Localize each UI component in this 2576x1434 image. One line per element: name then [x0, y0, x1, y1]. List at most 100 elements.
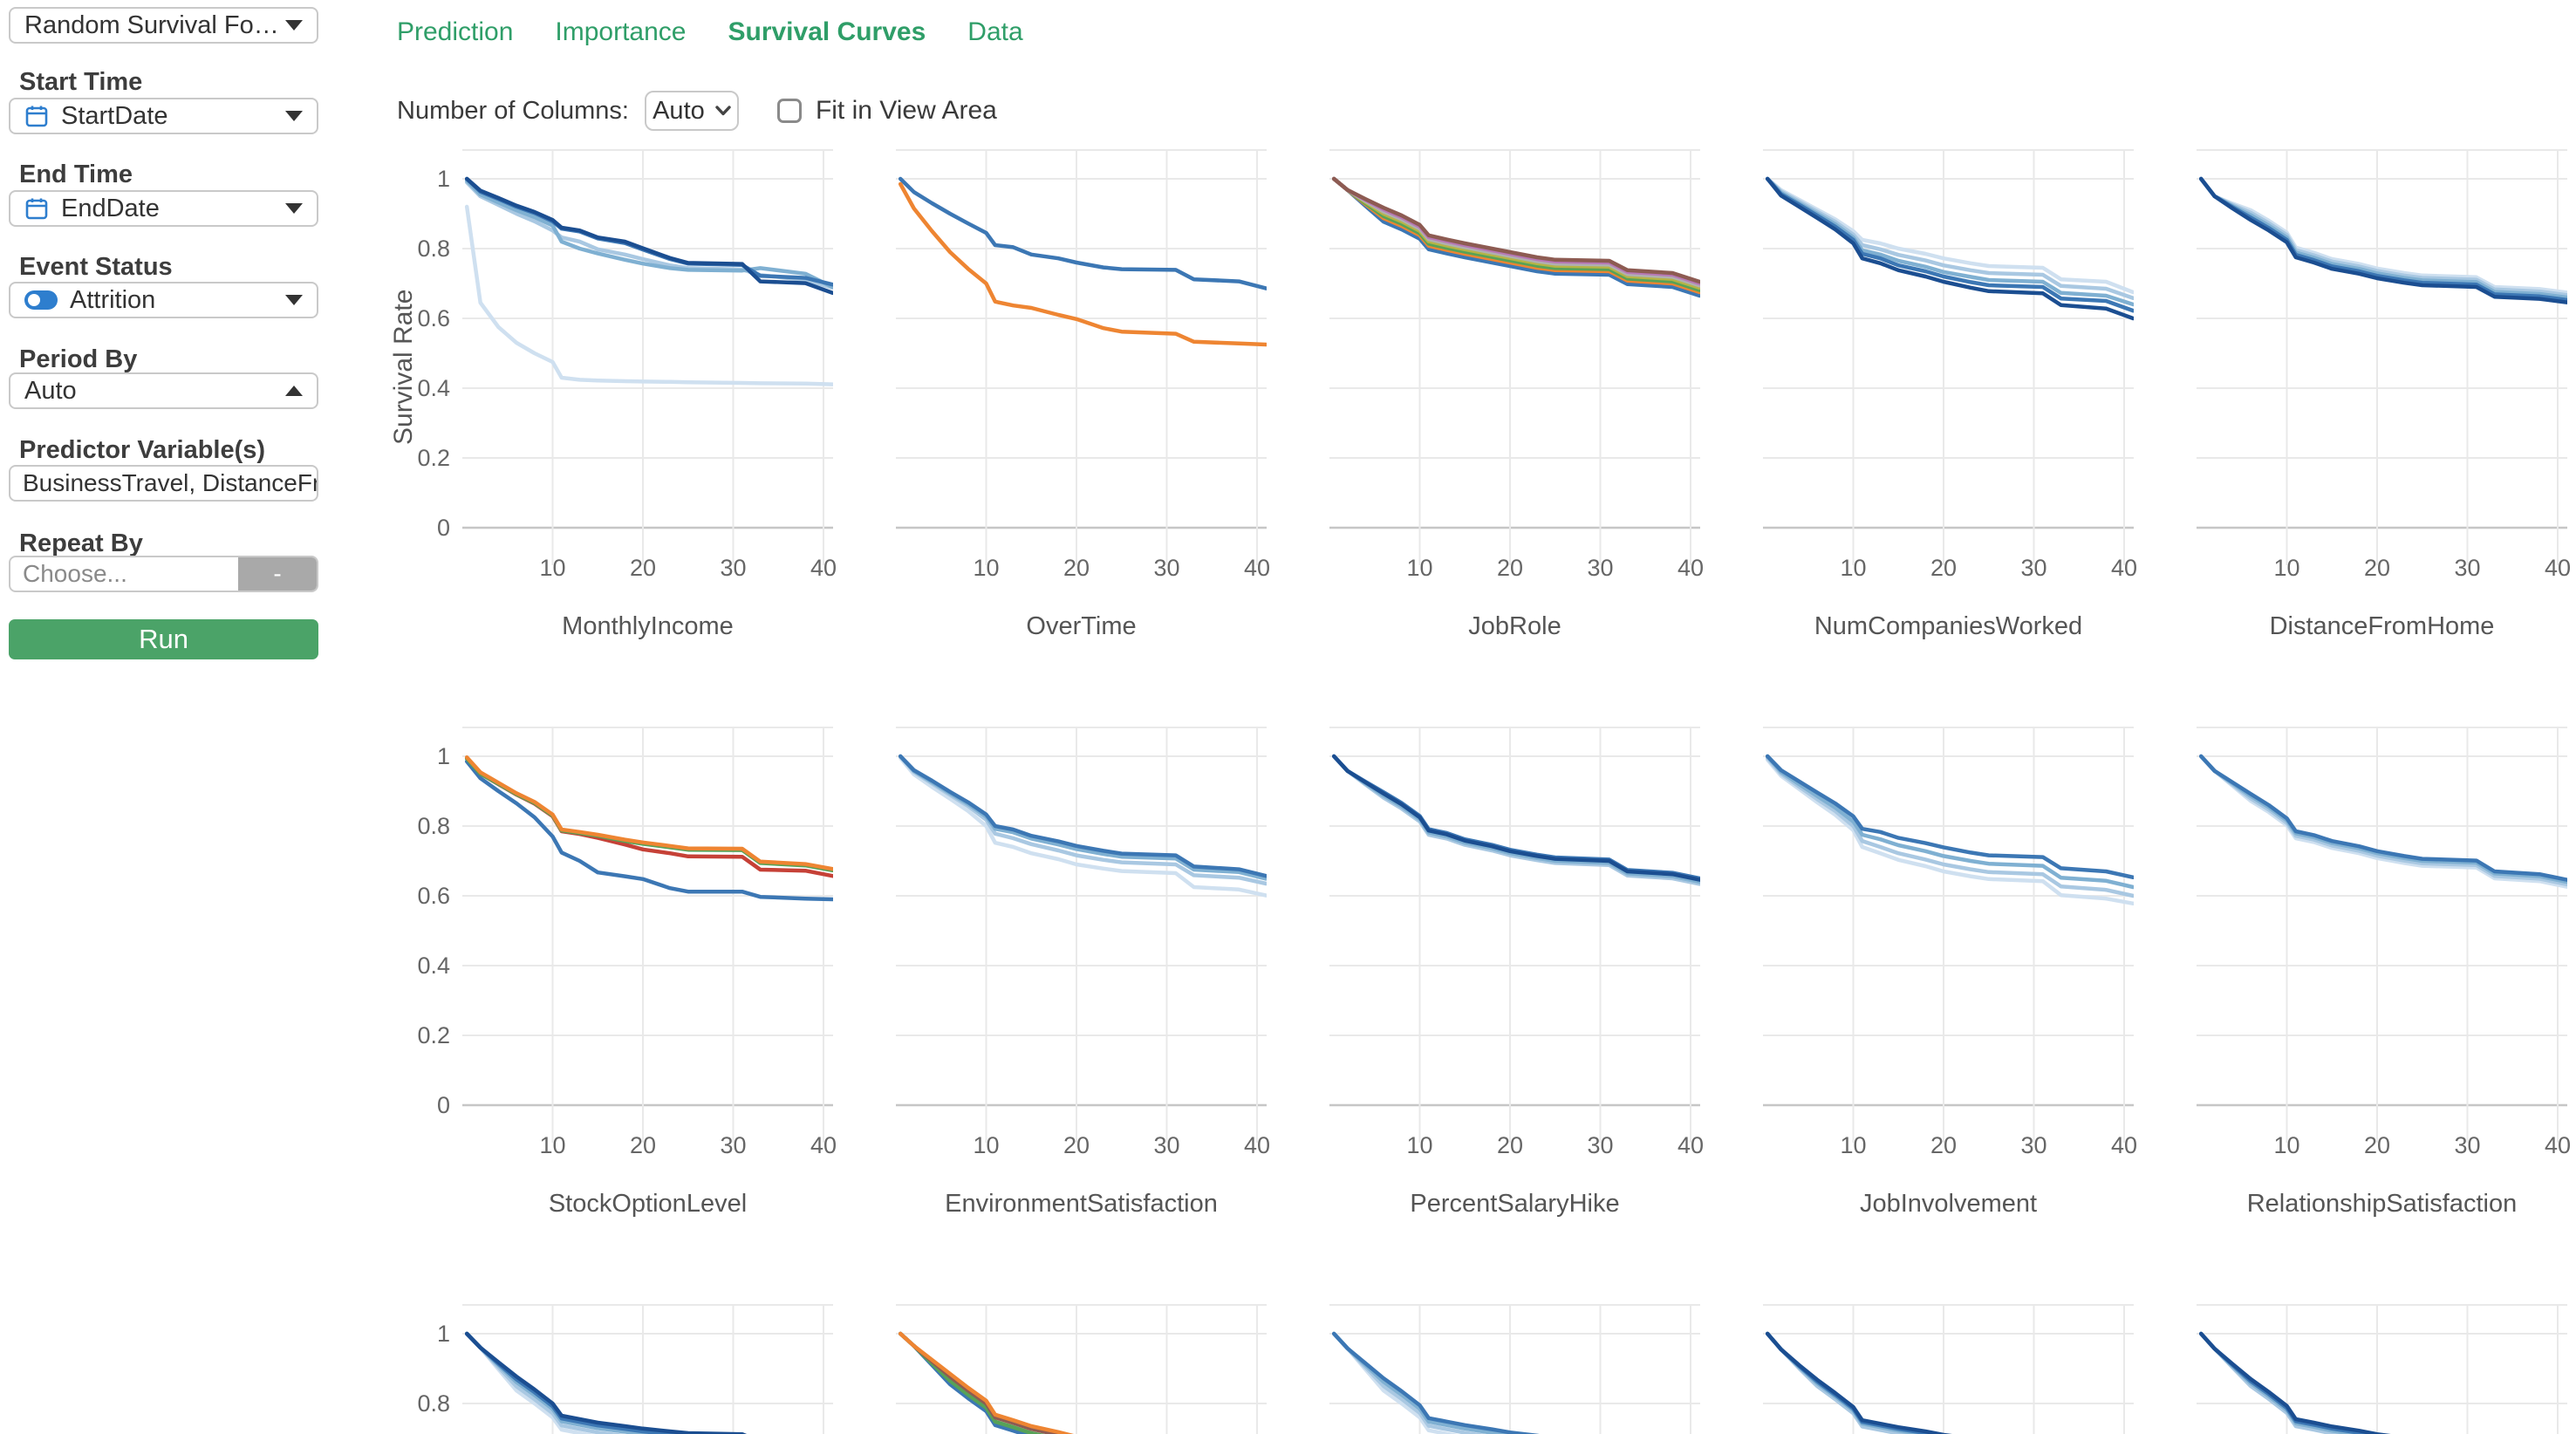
y-tick-label: 0.4	[417, 375, 450, 401]
x-tick-label: 20	[1930, 555, 1957, 581]
survival-curve-series-3	[464, 1331, 691, 1434]
survival-curve-series-4	[2198, 176, 2567, 304]
survival-curve-series-0	[898, 755, 1267, 898]
survival-curve-series-4	[464, 1331, 748, 1434]
y-tick-label: 0.2	[417, 1022, 450, 1048]
y-tick-label: 0.8	[417, 1390, 450, 1417]
survival-curve-series-4	[464, 176, 833, 296]
survival-curve-series-1	[2198, 754, 2567, 887]
model-select[interactable]: Random Survival Forest	[9, 7, 318, 44]
chart-title: PercentSalaryHike	[1410, 1190, 1619, 1218]
survival-curve-series-3	[464, 755, 833, 871]
survival-curve-series-3	[2198, 176, 2567, 303]
x-tick-label: 10	[539, 1132, 565, 1158]
x-tick-label: 20	[1063, 1132, 1090, 1158]
survival-curve-series-0	[1331, 1331, 1459, 1434]
survival-curve-series-0	[1331, 176, 1700, 298]
run-button[interactable]: Run	[9, 619, 318, 659]
x-tick-label: 30	[1153, 555, 1179, 581]
x-tick-label: 20	[1930, 1132, 1957, 1158]
charts-toolbar: Number of Columns: Auto Fit in View Area	[397, 91, 997, 131]
event-status-select[interactable]: Attrition	[9, 282, 318, 318]
x-tick-label: 10	[2273, 555, 2299, 581]
end-time-label: End Time	[19, 160, 133, 188]
predictor-variables-value: BusinessTravel, DistanceFr…	[23, 469, 318, 496]
tab-prediction[interactable]: Prediction	[397, 17, 514, 46]
x-tick-label: 20	[1497, 1132, 1523, 1158]
x-tick-label: 40	[2545, 1132, 2571, 1158]
calendar-icon	[24, 196, 49, 221]
survival-curve-series-0	[464, 1331, 595, 1434]
y-tick-label: 0.8	[417, 236, 450, 262]
y-tick-label: 0.8	[417, 813, 450, 839]
survival-curve-series-0	[2198, 754, 2567, 889]
tab-bar: Prediction Importance Survival Curves Da…	[397, 17, 1023, 47]
survival-curve-series-0	[1765, 757, 2134, 906]
tab-importance[interactable]: Importance	[555, 17, 687, 46]
x-tick-label: 20	[2364, 1132, 2390, 1158]
survival-curve-series-2	[2198, 754, 2567, 884]
number-of-columns-label: Number of Columns:	[397, 96, 629, 125]
end-time-select[interactable]: EndDate	[9, 190, 318, 227]
x-tick-label: 30	[2454, 555, 2480, 581]
chart-title: MonthlyIncome	[562, 612, 734, 640]
period-by-label: Period By	[19, 345, 138, 373]
survival-curve-series-1	[1765, 755, 2134, 898]
predictor-variables-input[interactable]: BusinessTravel, DistanceFr…	[9, 465, 318, 502]
x-tick-label: 40	[1244, 1132, 1270, 1158]
y-tick-label: 0	[437, 515, 450, 541]
survival-curve-series-1	[464, 755, 833, 878]
survival-chart-JobInvolvement: 10 20 30 40 JobInvolvement	[1763, 727, 2137, 1218]
y-tick-label: 1	[437, 743, 450, 769]
x-tick-label: 20	[630, 555, 656, 581]
x-tick-label: 40	[810, 1132, 837, 1158]
x-tick-label: 40	[2545, 555, 2571, 581]
survival-curve-series-1	[1331, 1331, 1486, 1434]
survival-chart-StockOptionLevel: 1 0.8 0.6 0.4 0.2 0 10 20 30 40 StockOptionLevel	[417, 727, 837, 1218]
x-tick-label: 40	[1677, 555, 1704, 581]
chart-title: StockOptionLevel	[549, 1190, 747, 1218]
period-by-select[interactable]: Auto	[9, 372, 318, 409]
survival-curve-series-1	[898, 181, 1267, 347]
x-tick-label: 30	[1587, 555, 1613, 581]
start-time-select[interactable]: StartDate	[9, 98, 318, 134]
survival-chart-OverTime: 10 20 30 40 OverTime	[896, 149, 1270, 640]
survival-curve-series-2	[1331, 1331, 1511, 1434]
chevron-down-icon	[285, 20, 303, 31]
survival-curve-series-3	[2198, 754, 2567, 882]
x-tick-label: 10	[539, 555, 565, 581]
x-tick-label: 30	[1587, 1132, 1613, 1158]
survival-curve-series-2	[1331, 754, 1700, 881]
y-tick-label: 1	[437, 166, 450, 192]
repeat-by-label: Repeat By	[19, 529, 143, 557]
x-tick-label: 20	[1497, 555, 1523, 581]
chart-title: DistanceFromHome	[2270, 612, 2495, 640]
survival-chart-EnvironmentSatisfaction: 10 20 30 40 EnvironmentSatisfaction	[896, 727, 1270, 1218]
x-tick-label: 30	[1153, 1132, 1179, 1158]
sidebar: Random Survival Forest Start Time StartD…	[0, 0, 349, 1434]
survival-curve-series-0	[1331, 754, 1700, 886]
repeat-by-remove-button[interactable]: -	[238, 557, 317, 591]
survival-curve-series-3	[1765, 754, 2134, 880]
x-tick-label: 10	[973, 555, 999, 581]
tab-data[interactable]: Data	[967, 17, 1023, 46]
x-tick-label: 30	[720, 1132, 746, 1158]
x-tick-label: 10	[2273, 1132, 2299, 1158]
repeat-by-input[interactable]: Choose... -	[9, 556, 318, 592]
chevron-down-icon	[285, 203, 303, 214]
x-tick-label: 20	[2364, 555, 2390, 581]
x-tick-label: 10	[1406, 1132, 1432, 1158]
chevron-down-icon	[285, 295, 303, 305]
toggle-icon	[24, 290, 58, 310]
chart-title: RelationshipSatisfaction	[2247, 1190, 2518, 1218]
number-of-columns-select[interactable]: Auto	[644, 91, 739, 131]
tab-survival-curves[interactable]: Survival Curves	[728, 17, 926, 46]
chart-title: EnvironmentSatisfaction	[945, 1190, 1218, 1218]
y-tick-label: 0.2	[417, 445, 450, 471]
fit-in-view-area-checkbox[interactable]	[776, 99, 802, 123]
chevron-up-icon	[285, 386, 303, 396]
chart-title: JobInvolvement	[1860, 1190, 2037, 1218]
